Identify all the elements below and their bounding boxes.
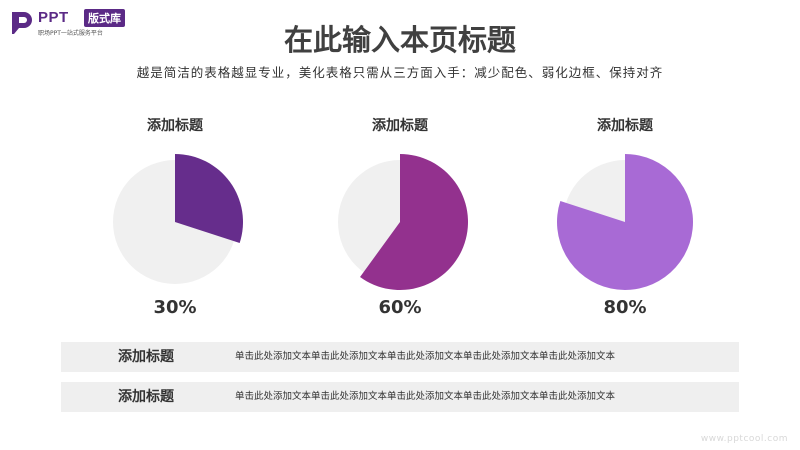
row-title: 添加标题 — [118, 349, 174, 365]
page-subtitle: 越是简洁的表格越显专业，美化表格只需从三方面入手：减少配色、弱化边框、保持对齐 — [136, 65, 664, 80]
info-row-1: 添加标题 单击此处添加文本单击此处添加文本单击此处添加文本单击此处添加文本单击此… — [61, 342, 739, 372]
logo-ppt-text: PPT — [38, 9, 69, 26]
pie-chart-3 — [557, 154, 694, 290]
row-title: 添加标题 — [118, 389, 174, 405]
logo-badge: 版式库 — [84, 9, 125, 27]
watermark: www.pptcool.com — [700, 434, 788, 444]
page-title: 在此输入本页标题 — [283, 23, 516, 57]
pie-percent: 60% — [378, 297, 422, 318]
pie-slice — [360, 154, 469, 290]
pie-percent: 80% — [603, 297, 647, 318]
pie-chart-2 — [338, 154, 469, 290]
pie-label: 添加标题 — [147, 118, 203, 134]
pie-block-3: 添加标题 80% — [535, 112, 715, 327]
pie-block-2: 添加标题 60% — [310, 112, 490, 327]
pie-chart-1 — [113, 154, 243, 284]
info-row-2: 添加标题 单击此处添加文本单击此处添加文本单击此处添加文本单击此处添加文本单击此… — [61, 382, 739, 412]
pie-block-1: 添加标题 30% — [85, 112, 265, 327]
row-text: 单击此处添加文本单击此处添加文本单击此处添加文本单击此处添加文本单击此处添加文本 — [235, 391, 616, 402]
row-text: 单击此处添加文本单击此处添加文本单击此处添加文本单击此处添加文本单击此处添加文本 — [235, 351, 616, 362]
pie-label: 添加标题 — [372, 118, 428, 134]
pie-slice — [175, 154, 243, 244]
pie-slice — [557, 154, 694, 290]
brand-logo: PPT 版式库 职场PPT一站式服务平台 — [10, 8, 170, 38]
logo-tagline: 职场PPT一站式服务平台 — [38, 30, 103, 37]
pie-label: 添加标题 — [597, 118, 653, 134]
logo-p-icon — [12, 12, 32, 34]
pie-percent: 30% — [153, 297, 197, 318]
